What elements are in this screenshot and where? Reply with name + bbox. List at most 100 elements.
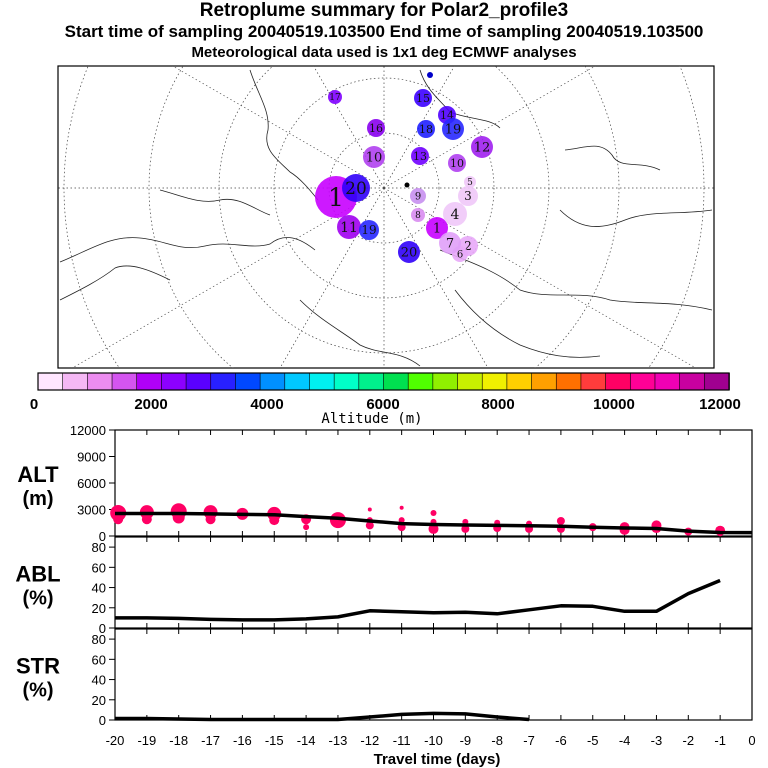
y-tick-label: 40 [92,673,106,688]
colorbar-swatch [555,372,582,391]
x-tick-label: -13 [329,733,348,748]
latitude-circle [273,77,495,299]
altitude-scatter-point [113,514,124,525]
plume-cluster-19 [359,220,379,240]
x-tick-label: -18 [169,733,188,748]
altitude-scatter-point [303,524,310,531]
y-tick-label: 0 [99,529,106,544]
plume-cluster-label: 13 [413,150,427,163]
plume-cluster-9 [410,188,426,204]
altitude-scatter-point [461,524,470,533]
y-tick-label: 0 [99,621,106,636]
plume-cluster-4 [443,202,467,226]
plume-cluster-label: 8 [415,211,421,221]
plume-cluster-13 [411,147,429,165]
altitude-scatter-point [329,512,346,529]
coastline [299,299,421,367]
plume-cluster-label: 19 [361,223,376,237]
colorbar-swatch [506,372,533,391]
panel-frame [114,628,753,721]
coastline [159,189,271,216]
colorbar-swatch [654,372,681,391]
colorbar-swatch [87,372,113,391]
colorbar-swatch [62,372,89,391]
plume-cluster-label: 19 [445,123,462,138]
north-pole-marker [404,182,410,188]
colorbar-tick-label: 10000 [593,396,635,413]
plume-cluster-18 [417,120,435,138]
plume-cluster-label: 9 [415,192,421,203]
plume-cluster-label: 15 [416,92,430,105]
altitude-scatter-point [430,510,437,517]
sampling-times: Start time of sampling 20040519.103500 E… [64,22,704,41]
x-tick-label: -5 [587,733,599,748]
coastline [454,289,601,358]
plume-cluster-20 [342,174,370,202]
x-tick-label: 0 [748,733,755,748]
y-tick-label: 0 [99,713,106,728]
altitude-colorbar: 0 2000 4000 6000 8000 10000 12000 [30,372,741,413]
colorbar-swatch [704,372,730,391]
x-tick-label: -9 [460,733,472,748]
altitude-scatter-point [141,514,152,525]
colorbar-swatch [185,372,212,391]
coastline [439,249,713,311]
plume-cluster-label: 12 [474,141,491,156]
colorbar-frame [37,372,730,391]
altitude-scatter-point [365,521,374,530]
plume-cluster-3 [458,186,478,206]
panel-unit-label: (%) [22,680,53,702]
plume-cluster-label: 7 [446,237,454,252]
chart-title: Retroplume summary for Polar2_profile3 [199,0,569,21]
colorbar-tick-label: 4000 [250,396,283,413]
y-tick-label: 80 [92,540,106,555]
x-tick-label: -10 [424,733,443,748]
x-axis-label: Travel time (days) [374,751,501,768]
x-tick-label: -14 [297,733,316,748]
plume-cluster-10 [448,154,466,172]
colorbar-swatch [605,372,632,391]
plume-cluster-17 [328,90,342,104]
panel-label: STR [16,654,60,679]
plume-cluster-label: 18 [419,123,433,136]
coastline [249,69,319,201]
panel-label: ABL [15,562,60,587]
plume-cluster-16 [367,119,385,137]
plume-cluster-label: 5 [467,178,473,188]
plume-cluster-label: 1 [433,222,441,237]
plume-cluster-15 [414,89,432,107]
x-tick-label: -3 [651,733,663,748]
plume-cluster-label: 4 [451,207,460,223]
x-tick-label: -20 [106,733,125,748]
plume-cluster-label: 17 [329,93,341,103]
colorbar-swatch [457,372,484,391]
x-tick-label: -4 [619,733,631,748]
colorbar-swatch [407,372,434,391]
latitude-circle [148,66,620,368]
colorbar-swatch [309,372,335,391]
x-tick-label: -15 [265,733,284,748]
colorbar-swatch [333,372,360,391]
x-tick-label: -16 [233,733,252,748]
colorbar-swatch [383,372,409,391]
altitude-scatter-point [269,515,280,526]
colorbar-swatch [235,372,261,391]
y-tick-label: 20 [92,601,106,616]
x-tick-label: -11 [393,733,411,748]
panel-label: ALT [17,462,59,487]
colorbar-tick-label: 2000 [134,396,167,413]
plume-cluster-11 [337,215,361,239]
colorbar-swatch [580,372,607,391]
release-site-marker [427,72,433,78]
y-tick-label: 80 [92,632,106,647]
map-frame [57,65,715,369]
altitude-scatter-point [205,514,216,525]
panel-unit-label: (%) [22,588,53,610]
y-tick-label: 12000 [70,423,106,438]
coastline [59,265,171,301]
coastline [564,145,661,171]
y-tick-label: 3000 [77,503,106,518]
coastline [59,237,316,263]
plume-cluster-label: 3 [464,189,472,203]
colorbar-swatch [679,372,706,391]
